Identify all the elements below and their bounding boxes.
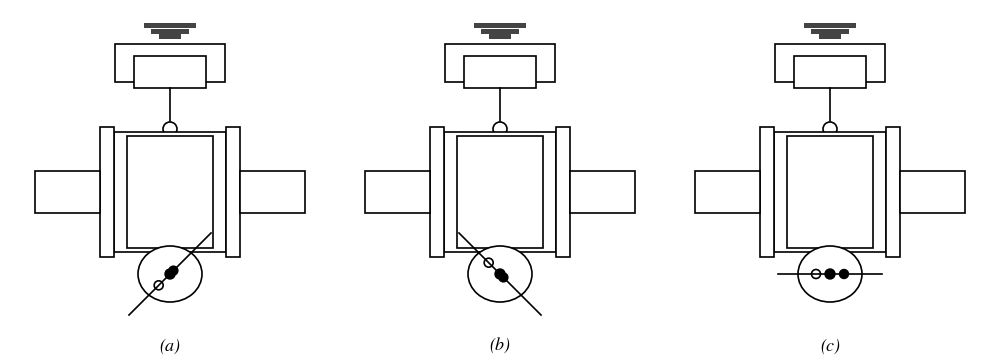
- Bar: [100, 127, 114, 257]
- Circle shape: [484, 258, 493, 267]
- Circle shape: [169, 266, 178, 275]
- Ellipse shape: [138, 246, 202, 302]
- Circle shape: [812, 269, 820, 278]
- Bar: [900, 171, 965, 213]
- Text: (c): (c): [820, 337, 840, 355]
- Text: (b): (b): [490, 337, 511, 355]
- Bar: [481, 29, 519, 34]
- Bar: [127, 136, 213, 248]
- Bar: [35, 171, 100, 213]
- Circle shape: [495, 269, 505, 279]
- Circle shape: [493, 122, 507, 136]
- Bar: [444, 132, 556, 252]
- Bar: [457, 136, 543, 248]
- Bar: [445, 44, 555, 82]
- Ellipse shape: [468, 246, 532, 302]
- Bar: [115, 44, 225, 82]
- Bar: [489, 34, 511, 39]
- Bar: [365, 171, 430, 213]
- Bar: [804, 23, 856, 28]
- Bar: [695, 171, 760, 213]
- Circle shape: [163, 122, 177, 136]
- Circle shape: [499, 273, 508, 282]
- Bar: [775, 44, 885, 82]
- Bar: [774, 132, 886, 252]
- Bar: [474, 23, 526, 28]
- Bar: [811, 29, 849, 34]
- Bar: [556, 127, 570, 257]
- Bar: [570, 171, 635, 213]
- Bar: [226, 127, 240, 257]
- Bar: [760, 127, 774, 257]
- Bar: [114, 132, 226, 252]
- Circle shape: [823, 122, 837, 136]
- Circle shape: [840, 269, 848, 278]
- Bar: [430, 127, 444, 257]
- Bar: [151, 29, 189, 34]
- Bar: [819, 34, 841, 39]
- Ellipse shape: [798, 246, 862, 302]
- Circle shape: [154, 281, 163, 290]
- Bar: [886, 127, 900, 257]
- Bar: [794, 56, 866, 88]
- Bar: [144, 23, 196, 28]
- Circle shape: [825, 269, 835, 279]
- Bar: [240, 171, 305, 213]
- Bar: [159, 34, 181, 39]
- Bar: [464, 56, 536, 88]
- Bar: [134, 56, 206, 88]
- Bar: [787, 136, 873, 248]
- Circle shape: [165, 269, 175, 279]
- Text: (a): (a): [160, 337, 180, 355]
